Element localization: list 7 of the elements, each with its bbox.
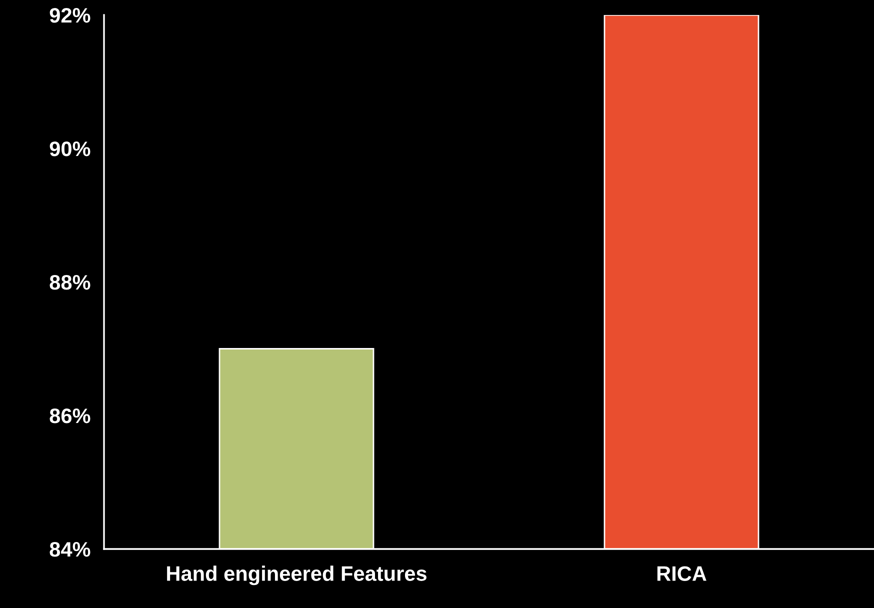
y-tick-label: 86% bbox=[50, 408, 90, 424]
y-tick-label: 88% bbox=[50, 275, 90, 290]
y-tick-label: 84% bbox=[50, 542, 90, 557]
y-tick-label: 90% bbox=[50, 142, 90, 156]
x-tick-label: RICA bbox=[657, 566, 706, 581]
y-tick-label: 92% bbox=[50, 8, 90, 23]
x-tick-label: Hand engineered Features bbox=[167, 566, 426, 586]
